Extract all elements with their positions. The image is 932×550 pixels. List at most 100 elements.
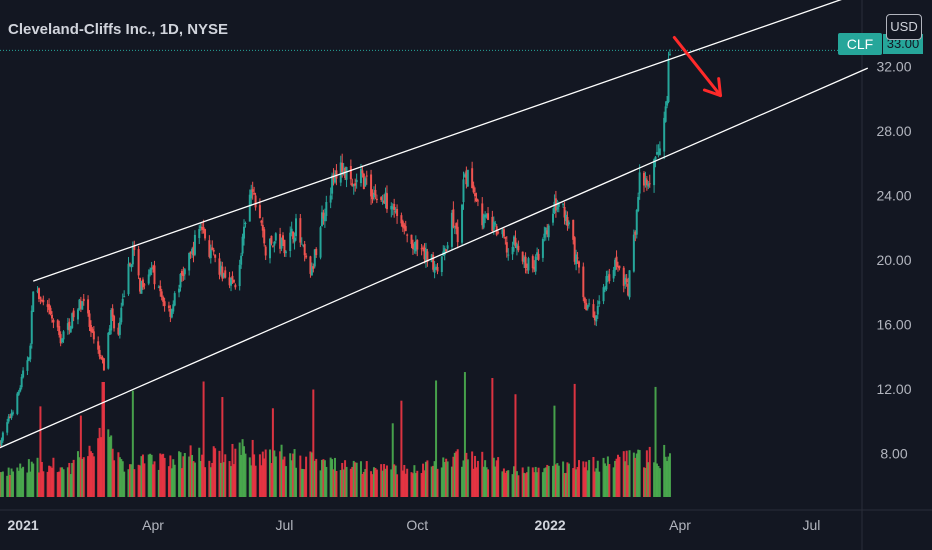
volume-bar <box>436 468 439 497</box>
volume-bar <box>406 468 409 497</box>
y-tick-label: 12.00 <box>876 381 911 397</box>
volume-bar <box>159 453 162 497</box>
candle <box>436 267 439 272</box>
candle <box>113 316 116 329</box>
volume-bar <box>87 456 90 497</box>
x-tick-label: Jul <box>275 517 293 533</box>
candle <box>173 293 176 306</box>
candle <box>292 231 295 240</box>
volume-bar <box>491 378 494 497</box>
candle <box>585 302 588 310</box>
candle <box>596 305 599 315</box>
candle <box>258 205 261 219</box>
candle <box>341 162 344 173</box>
candle <box>98 350 101 357</box>
candle <box>39 296 42 299</box>
volume-bar <box>61 467 64 497</box>
y-tick-label: 24.00 <box>876 188 911 204</box>
volume-bar <box>352 460 355 497</box>
volume-bar <box>461 466 464 497</box>
volume-bar <box>616 454 619 497</box>
candle <box>655 152 658 155</box>
candle <box>380 197 383 200</box>
volume-bar <box>341 462 344 497</box>
volume-bar <box>264 449 267 497</box>
down-arrow-annotation <box>672 35 722 98</box>
candle <box>248 194 251 222</box>
candle <box>241 236 244 254</box>
volume-bar <box>638 450 641 497</box>
candle <box>153 265 156 285</box>
volume-bar <box>49 466 52 497</box>
candle <box>420 248 423 250</box>
y-tick-label: 32.00 <box>876 59 911 75</box>
volume-bar <box>299 455 302 497</box>
candle <box>565 214 568 222</box>
volume-bar <box>537 467 540 497</box>
candle <box>403 224 406 229</box>
volume-bar <box>231 443 234 497</box>
volume-bar <box>167 466 170 497</box>
volume-bar <box>172 459 175 497</box>
volume-bar <box>261 451 264 497</box>
ticker-badge[interactable]: CLF <box>838 33 882 55</box>
volume-bar <box>547 465 550 497</box>
volume-bar <box>98 427 101 497</box>
volume-bar <box>624 461 627 497</box>
candle <box>533 266 536 270</box>
candle <box>315 248 318 256</box>
volume-bar <box>30 461 33 497</box>
candle <box>329 195 332 203</box>
volume-bar <box>140 456 143 497</box>
candle <box>364 178 367 187</box>
candle <box>642 172 645 186</box>
volume-bar <box>440 467 443 497</box>
candle <box>514 237 517 246</box>
volume-bar <box>566 462 569 497</box>
candle <box>504 236 507 239</box>
candle <box>352 183 355 187</box>
volume-bar <box>351 466 354 497</box>
volume-bar <box>608 464 611 497</box>
candle <box>137 249 140 276</box>
candle <box>411 243 414 249</box>
candle <box>335 170 338 179</box>
volume-bar <box>471 451 474 497</box>
candle <box>312 265 315 269</box>
candle <box>143 284 146 286</box>
volume-bar <box>654 386 657 497</box>
volume-bar <box>653 462 656 497</box>
volume-bar <box>536 472 539 497</box>
candle <box>26 360 29 371</box>
candle <box>48 304 51 310</box>
candle <box>179 273 182 288</box>
currency-button[interactable]: USD <box>886 14 922 40</box>
candle <box>16 393 19 414</box>
candle <box>524 256 527 268</box>
candle <box>183 269 186 275</box>
volume-bar <box>531 467 534 497</box>
volume-bar <box>179 452 182 497</box>
candle <box>27 357 30 361</box>
candle <box>107 332 110 369</box>
candle <box>497 232 500 234</box>
candle <box>219 265 222 272</box>
candle <box>383 200 386 204</box>
candle <box>71 313 74 328</box>
candle <box>595 315 598 322</box>
candle <box>664 106 667 122</box>
volume-bar <box>248 457 251 497</box>
candle <box>260 220 263 223</box>
candle <box>416 239 419 250</box>
candle <box>523 257 526 263</box>
volume-bar <box>289 453 292 497</box>
volume-bar <box>603 463 606 497</box>
candle <box>433 267 436 273</box>
volume-bar <box>455 451 458 497</box>
candle <box>628 270 631 298</box>
candle <box>492 221 495 230</box>
volume-bar <box>375 469 378 497</box>
candle <box>169 308 172 317</box>
volume-bar <box>121 461 124 497</box>
